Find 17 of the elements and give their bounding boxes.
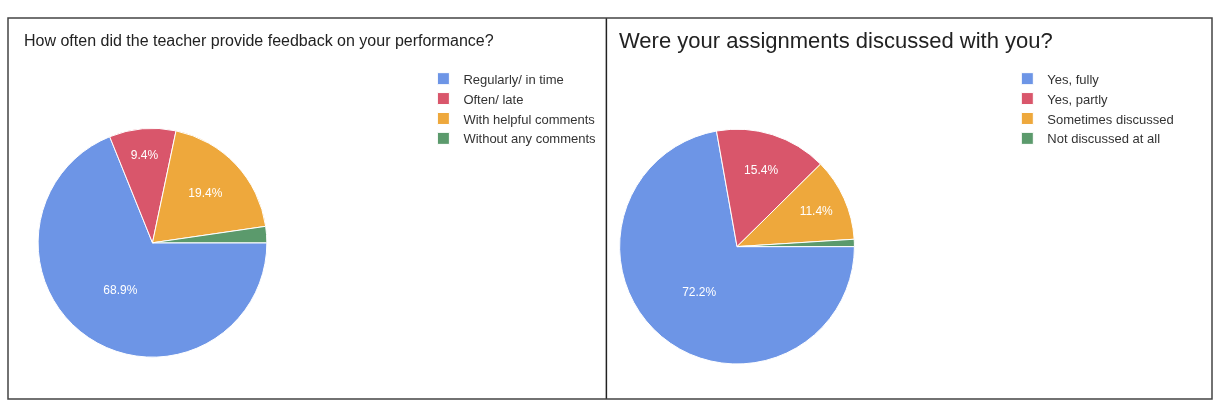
chart-title: Were your assignments discussed with you? bbox=[619, 28, 1053, 53]
data-label: 19.4% bbox=[188, 186, 223, 200]
data-label: 72.2% bbox=[682, 284, 717, 299]
legend-label: Not discussed at all bbox=[1047, 131, 1161, 147]
legend-label: Yes, partly bbox=[1047, 91, 1109, 107]
legend-label: Regularly/ in time bbox=[463, 71, 564, 87]
legend-label: Often/ late bbox=[463, 91, 524, 107]
data-label: 9.4% bbox=[130, 147, 159, 162]
legend-label: Sometimes discussed bbox=[1047, 111, 1174, 127]
pie-slice bbox=[619, 130, 855, 365]
chart-title: How often did the teacher provide feedback on your performance? bbox=[24, 32, 494, 49]
data-label: 11.4% bbox=[799, 204, 834, 219]
legend-label: Without any comments bbox=[463, 131, 597, 147]
legend-label: With helpful comments bbox=[463, 111, 596, 127]
data-label: 68.9% bbox=[103, 283, 138, 298]
legend-label: Yes, fully bbox=[1047, 71, 1100, 87]
data-label: 15.4% bbox=[744, 163, 779, 178]
